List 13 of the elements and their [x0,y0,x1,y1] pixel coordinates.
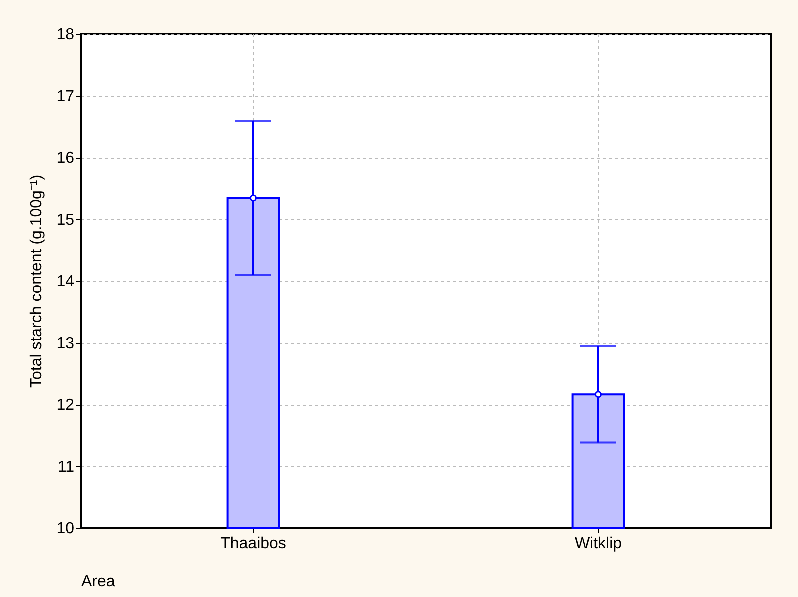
y-tick-label: 14 [56,274,75,290]
y-tick-label: 17 [56,88,75,106]
x-tick-label: Thaaibos [220,536,286,552]
y-axis-title: Total starch content (g.100g⁻¹) [28,174,46,388]
y-tick-label: 18 [56,26,75,44]
y-tick-label: 15 [56,212,75,229]
y-tick-label: 12 [56,397,75,414]
y-tick-label: 10 [56,520,75,538]
y-tick-label: 13 [56,335,75,352]
x-tick-label: Witklip [574,536,622,552]
x-axis-title: Area [82,574,116,590]
y-tick-label: 11 [58,458,75,476]
y-tick-label: 16 [56,150,75,167]
